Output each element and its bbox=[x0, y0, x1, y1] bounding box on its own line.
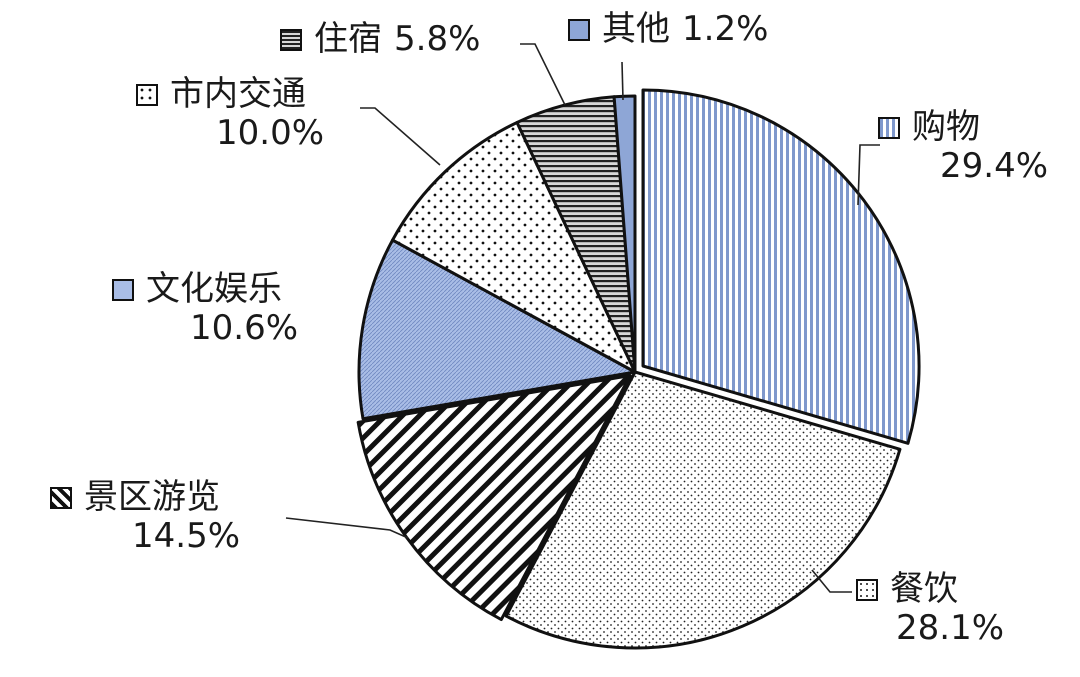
label-shopping: 购物 29.4% bbox=[878, 107, 1049, 187]
legend-key-scenic bbox=[50, 486, 72, 509]
leader-transport bbox=[360, 107, 441, 166]
category-label: 市内交通 bbox=[170, 74, 306, 114]
value-label: 5.8% bbox=[394, 19, 481, 59]
value-label: 10.6% bbox=[190, 308, 299, 349]
label-entertainment: 文化娱乐 10.6% bbox=[112, 269, 299, 349]
label-other: 其他 1.2% bbox=[568, 9, 769, 49]
leader-other bbox=[621, 61, 624, 101]
value-label: 1.2% bbox=[682, 9, 769, 49]
legend-key-entertainment bbox=[112, 278, 134, 301]
label-lodging: 住宿 5.8% bbox=[280, 19, 481, 59]
label-transport: 市内交通 10.0% bbox=[136, 74, 325, 154]
category-label: 购物 bbox=[912, 107, 980, 147]
value-label: 28.1% bbox=[896, 608, 1005, 649]
leader-scenic bbox=[285, 517, 409, 539]
slice-entertainment bbox=[357, 238, 637, 421]
slice-other bbox=[612, 94, 637, 374]
label-scenic: 景区游览 14.5% bbox=[50, 477, 241, 557]
slice-transport bbox=[391, 120, 637, 374]
category-label: 餐饮 bbox=[890, 569, 958, 609]
legend-key-shopping bbox=[878, 116, 900, 139]
leader-dining bbox=[811, 569, 852, 593]
legend-key-dining bbox=[856, 578, 878, 601]
leader-lines bbox=[285, 43, 880, 593]
category-label: 文化娱乐 bbox=[146, 269, 282, 309]
value-label: 10.0% bbox=[216, 113, 325, 154]
leader-shopping bbox=[857, 144, 880, 206]
category-label: 其他 bbox=[602, 9, 670, 49]
legend-key-other bbox=[568, 18, 590, 41]
slice-shopping bbox=[641, 88, 921, 445]
legend-key-lodging bbox=[280, 28, 302, 51]
label-dining: 餐饮 28.1% bbox=[856, 569, 1005, 649]
slice-dining bbox=[504, 370, 902, 650]
value-label: 29.4% bbox=[940, 146, 1049, 187]
value-label: 14.5% bbox=[132, 516, 241, 557]
leader-lodging bbox=[520, 43, 566, 106]
category-label: 住宿 bbox=[314, 19, 382, 59]
category-label: 景区游览 bbox=[84, 477, 220, 517]
pie-slices bbox=[356, 88, 921, 650]
legend-key-transport bbox=[136, 83, 158, 106]
